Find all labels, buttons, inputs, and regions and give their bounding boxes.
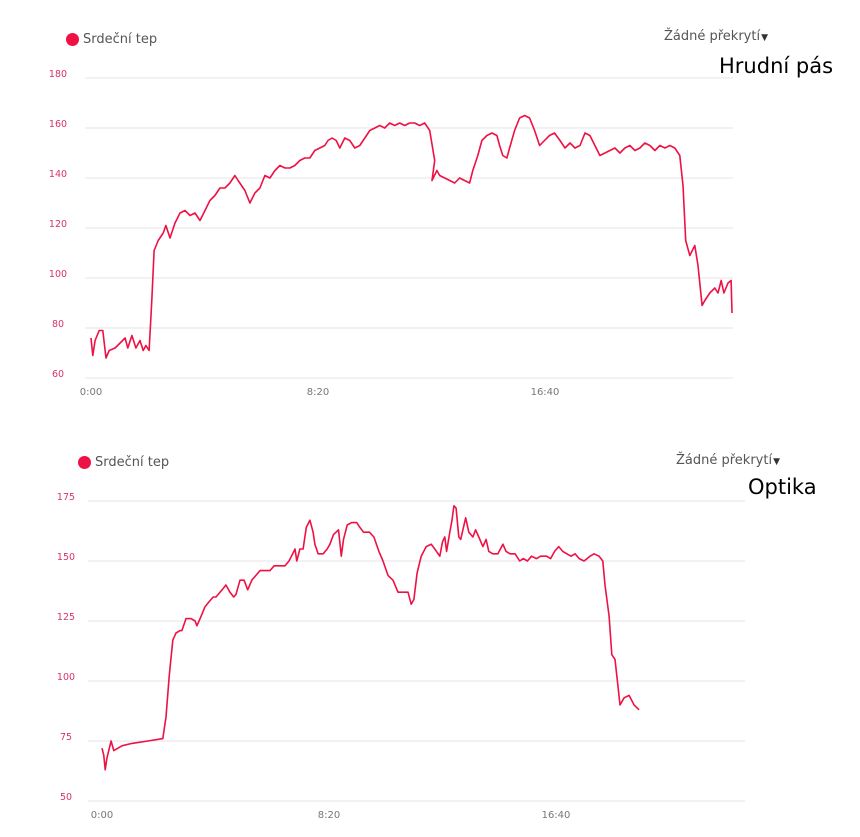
caret-down-icon: ▼ [761,33,768,43]
legend-label: Srdeční tep [95,455,170,470]
x-tick-label: 8:20 [318,810,340,821]
y-tick-label: 50 [60,792,72,803]
legend-dot-icon [78,456,91,469]
y-tick-label: 80 [52,319,64,330]
x-tick-label: 8:20 [307,387,329,398]
heart-rate-line [90,114,733,359]
y-tick-label: 160 [49,119,67,130]
y-tick-label: 125 [57,612,75,623]
y-tick-label: 150 [57,552,75,563]
y-tick-label: 75 [60,732,72,743]
overlay-label: Žádné překrytí [664,29,761,44]
chart-caption: Optika [748,475,817,499]
legend[interactable]: Srdeční tep [78,455,169,470]
y-tick-label: 100 [49,269,67,280]
legend-dot-icon [66,33,79,46]
legend-label: Srdeční tep [83,32,158,47]
y-tick-label: 100 [57,672,75,683]
chart-panel-hrudni-pas: Srdeční tep Žádné překrytí▼ Hrudní pás 6… [0,0,860,410]
overlay-label: Žádné překrytí [676,453,773,468]
chart-caption: Hrudní pás [719,54,834,78]
heart-rate-line [101,504,640,771]
y-tick-label: 60 [52,369,64,380]
y-tick-label: 180 [49,69,67,80]
x-tick-label: 0:00 [80,387,102,398]
heart-rate-chart[interactable]: 60 80 100 120 140 160 180 0:00 8:20 16:40 [0,0,860,410]
y-tick-label: 120 [49,219,67,230]
caret-down-icon: ▼ [773,457,780,467]
x-tick-label: 0:00 [91,810,113,821]
overlay-dropdown[interactable]: Žádné překrytí▼ [676,453,780,468]
y-tick-label: 140 [49,169,67,180]
legend[interactable]: Srdeční tep [66,32,157,47]
x-tick-label: 16:40 [531,387,560,398]
x-tick-label: 16:40 [542,810,571,821]
y-tick-label: 175 [57,492,75,503]
overlay-dropdown[interactable]: Žádné překrytí▼ [664,29,768,44]
